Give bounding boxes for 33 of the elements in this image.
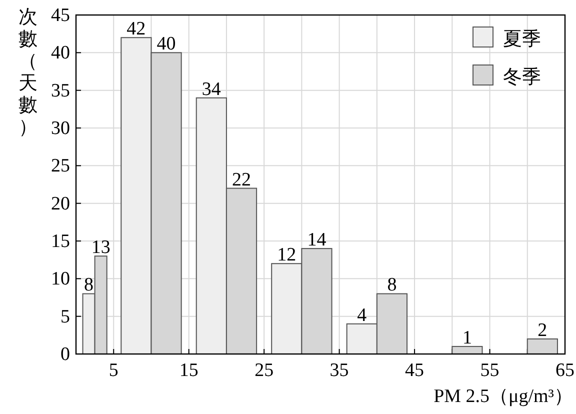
legend-label: 夏季: [503, 28, 541, 50]
x-tick-label: 15: [179, 360, 198, 381]
data-label: 34: [202, 78, 222, 100]
x-tick-label: 45: [405, 360, 424, 381]
y-tick-label: 5: [60, 306, 70, 328]
y-tick-label: 20: [51, 193, 70, 214]
y-tick-label: 15: [51, 231, 70, 252]
y-axis-title: 次數（天數）: [18, 6, 38, 138]
y-tick-label: 10: [51, 268, 70, 290]
y-tick-label: 45: [51, 5, 70, 26]
y-tick-label: 40: [51, 42, 70, 64]
y-tick-label: 0: [60, 344, 70, 365]
data-label: 13: [91, 237, 110, 258]
data-label: 42: [126, 18, 146, 40]
data-label: 4: [357, 304, 368, 326]
data-label: 40: [156, 34, 176, 55]
data-label: 14: [307, 230, 327, 251]
y-tick-label: 25: [51, 156, 70, 177]
y-tick-label: 30: [51, 118, 70, 139]
x-tick-label: 5: [108, 360, 118, 381]
data-label: 1: [462, 327, 472, 348]
x-axis-title: PM 2.5（μg/m³）: [434, 386, 573, 407]
data-label: 12: [277, 244, 296, 266]
x-tick-label: 65: [556, 360, 574, 381]
data-label: 22: [232, 169, 252, 190]
data-label: 8: [387, 274, 397, 296]
legend-label: 冬季: [503, 66, 541, 88]
data-label: 8: [84, 274, 94, 296]
x-tick-label: 55: [480, 360, 500, 381]
x-tick-label: 25: [254, 360, 274, 381]
data-label: 2: [538, 320, 548, 341]
y-tick-label: 35: [51, 80, 70, 102]
x-tick-label: 35: [330, 360, 349, 381]
